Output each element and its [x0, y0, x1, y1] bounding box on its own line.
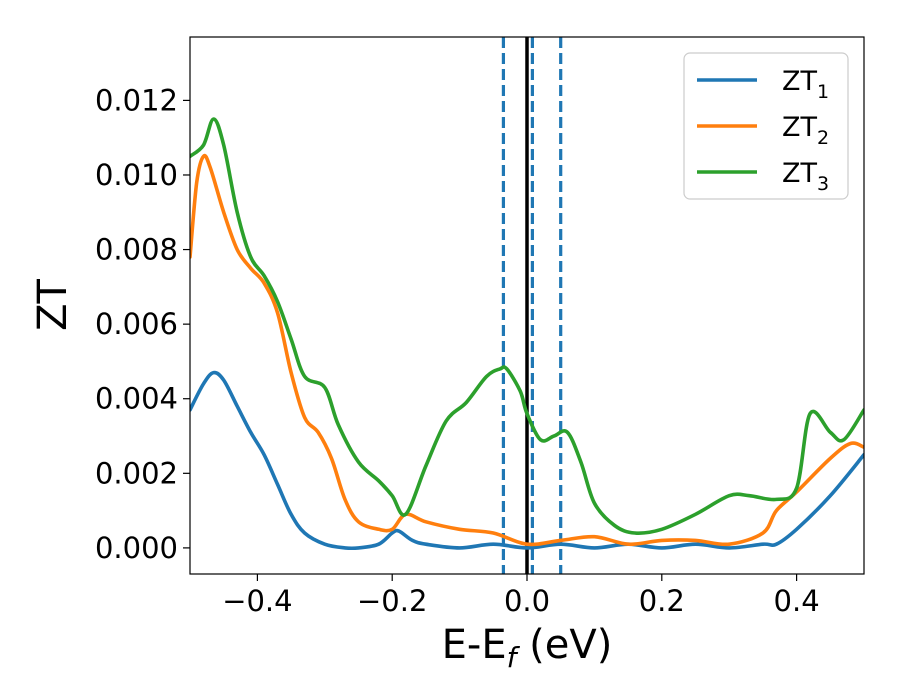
y-tick-label: 0.004	[95, 382, 178, 416]
legend-entry-zt2: ZT2	[697, 112, 829, 149]
y-tick-label: 0.000	[95, 531, 178, 565]
series-lines	[190, 117, 864, 551]
legend-entry-zt1: ZT1	[697, 66, 829, 103]
legend-box	[683, 52, 849, 200]
y-tick-label: 0.008	[95, 233, 178, 267]
x-tick-label: 0.0	[504, 584, 550, 618]
y-tick-label: 0.010	[95, 158, 178, 192]
x-tick-label: 0.2	[639, 584, 685, 618]
x-tick-label: 0.4	[774, 584, 820, 618]
x-axis-ticks: −0.4 −0.2 0.0 0.2 0.4	[222, 574, 820, 618]
series-line-zt3	[190, 117, 864, 535]
y-tick-label: 0.002	[95, 456, 178, 490]
x-tick-label: −0.2	[357, 584, 427, 618]
legend-label: ZT2	[782, 112, 829, 149]
legend-entry-zt3: ZT3	[697, 158, 829, 195]
legend-label: ZT1	[782, 66, 829, 103]
y-tick-label: 0.012	[95, 83, 178, 117]
y-axis-label: ZT	[30, 279, 76, 331]
series-line-zt2	[190, 153, 864, 547]
y-tick-label: 0.006	[95, 307, 178, 341]
y-axis-ticks: 0.000 0.002 0.004 0.006 0.008 0.010 0.012	[95, 83, 190, 565]
legend-label: ZT3	[782, 158, 829, 195]
legend: ZT1 ZT2 ZT3	[683, 52, 849, 200]
x-axis-label: E-Ef (eV)	[442, 622, 613, 674]
reference-lines	[501, 37, 563, 574]
x-tick-label: −0.4	[222, 584, 292, 618]
series-line-zt1	[190, 370, 864, 551]
